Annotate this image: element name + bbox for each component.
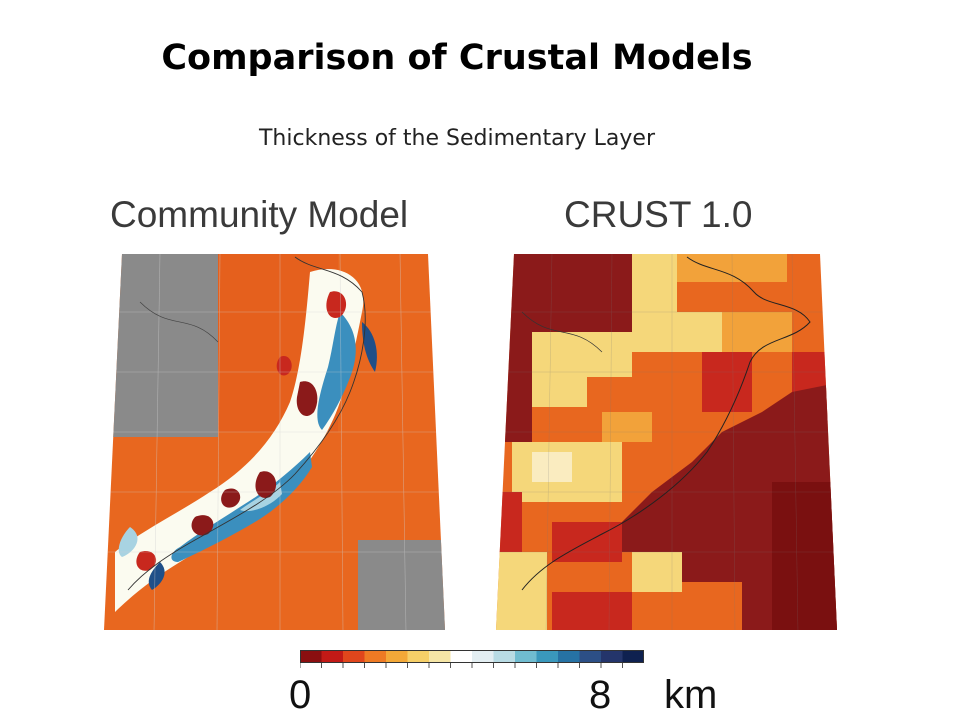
colorbar-unit-label: km: [664, 673, 718, 717]
crust-model-map: [496, 254, 837, 630]
colorbar-swatch: [515, 650, 537, 663]
colorbar-swatch: [493, 650, 516, 663]
slide-subtitle: Thickness of the Sedimentary Layer: [258, 126, 655, 151]
colorbar-swatch: [601, 650, 623, 663]
colorbar-swatch: [343, 650, 365, 663]
community-mask-southeast: [358, 540, 445, 630]
community-basin-blue-north: [317, 312, 356, 430]
colorbar-swatch: [622, 650, 644, 663]
colorbar-swatch: [472, 650, 494, 663]
community-coastline: [127, 256, 366, 591]
colorbar-swatch: [450, 650, 473, 663]
colorbar-swatch: [579, 650, 602, 663]
colorbar-swatch: [536, 650, 559, 663]
crust-model-title: CRUST 1.0: [564, 194, 753, 235]
community-basin-white: [115, 268, 364, 612]
community-pocket-red: [296, 381, 318, 417]
crust-block-yellow: [632, 254, 677, 312]
colorbar-swatch: [558, 650, 580, 663]
colorbar-max-label: 8: [589, 673, 612, 717]
community-model-title: Community Model: [110, 194, 409, 235]
colorbar-swatch: [386, 650, 408, 663]
community-mask-northwest: [104, 254, 218, 437]
crust-block-darkred-nw: [496, 254, 632, 332]
colorbar-swatch: [429, 650, 451, 663]
colorbar-swatch: [407, 650, 430, 663]
crust-coastline: [521, 256, 811, 591]
colorbar-swatch: [364, 650, 387, 663]
colorbar: [300, 650, 644, 668]
colorbar-min-label: 0: [289, 673, 312, 717]
colorbar-swatch: [300, 650, 322, 663]
slide-title: Comparison of Crustal Models: [161, 38, 753, 78]
community-model-map: [104, 254, 445, 630]
colorbar-swatch: [321, 650, 344, 663]
